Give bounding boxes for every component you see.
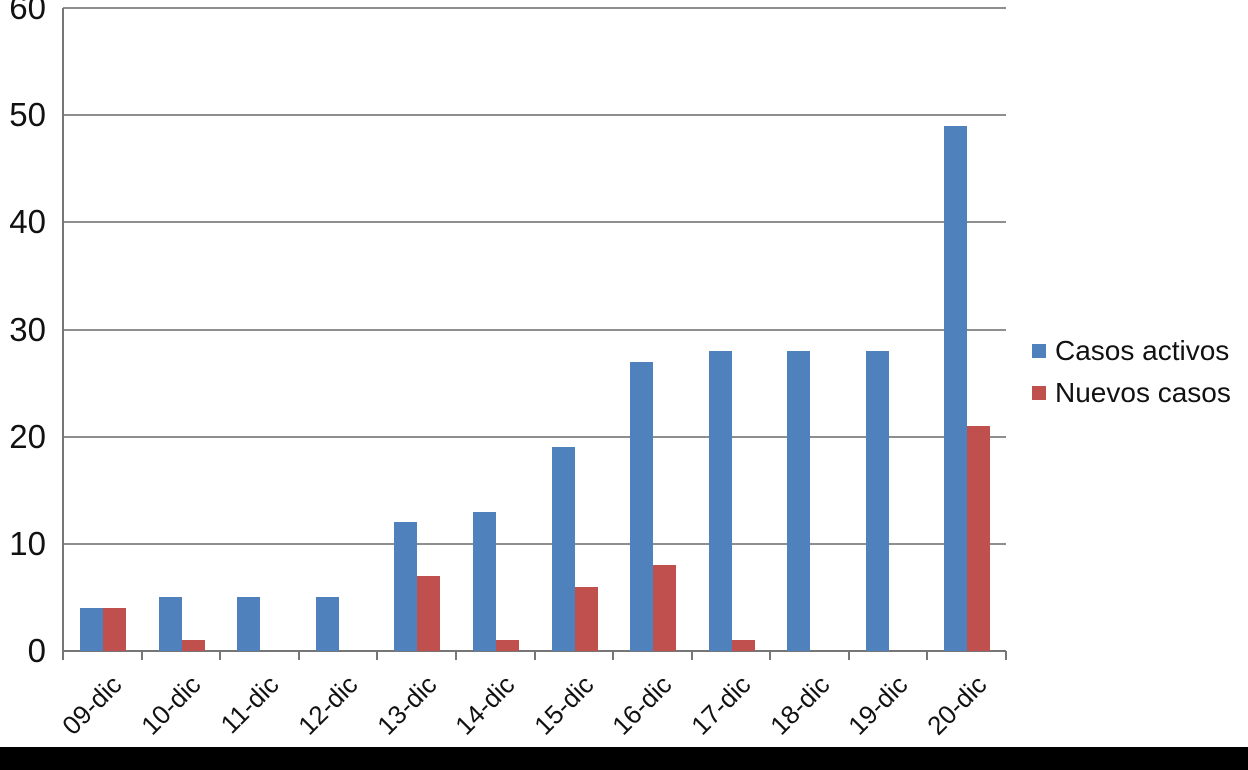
- legend-swatch-icon: [1032, 343, 1046, 358]
- y-axis-tick-label: 40: [9, 203, 46, 241]
- x-axis-tick: [926, 651, 929, 660]
- gridline-y-60: [63, 7, 1006, 9]
- x-axis-tick: [219, 651, 222, 660]
- bar-casos-activos-12-dic: [315, 597, 339, 651]
- bar-casos-activos-18-dic: [787, 350, 811, 651]
- x-axis-tick: [62, 651, 64, 660]
- gridline-y-40: [63, 221, 1006, 224]
- gridline-y-50: [63, 114, 1006, 117]
- bar-nuevos-casos-14-dic: [495, 640, 519, 651]
- bar-casos-activos-16-dic: [630, 361, 654, 651]
- bar-nuevos-casos-13-dic: [417, 575, 441, 651]
- bar-nuevos-casos-09-dic: [103, 608, 126, 651]
- legend-label: Nuevos casos: [1055, 377, 1231, 408]
- bottom-black-bar: [0, 747, 1248, 770]
- x-axis-tick: [140, 651, 143, 660]
- x-axis-tick: [612, 651, 615, 660]
- y-axis-line: [62, 8, 64, 660]
- y-axis-tick-label: 30: [9, 310, 46, 348]
- x-axis-tick: [769, 651, 772, 660]
- legend-item-nuevos-casos: Nuevos casos: [1032, 376, 1231, 409]
- bar-casos-activos-17-dic: [708, 350, 732, 651]
- x-axis-tick: [1005, 651, 1007, 660]
- bar-casos-activos-14-dic: [472, 511, 496, 651]
- gridline-y-10: [63, 542, 1006, 545]
- legend-item-casos-activos: Casos activos: [1032, 334, 1231, 367]
- bar-nuevos-casos-15-dic: [574, 586, 598, 651]
- x-axis-tick: [533, 651, 536, 660]
- bar-casos-activos-11-dic: [237, 597, 261, 651]
- x-axis-tick: [847, 651, 850, 660]
- bar-casos-activos-19-dic: [865, 350, 889, 651]
- bar-casos-activos-15-dic: [551, 447, 575, 651]
- bar-nuevos-casos-10-dic: [181, 640, 205, 651]
- x-axis-tick: [297, 651, 300, 660]
- bar-casos-activos-10-dic: [158, 597, 182, 651]
- y-axis-tick-label: 60: [9, 0, 46, 26]
- bar-casos-activos-13-dic: [394, 522, 418, 651]
- x-axis-tick: [690, 651, 693, 660]
- gridline-y-30: [63, 328, 1006, 331]
- bar-nuevos-casos-20-dic: [967, 425, 991, 651]
- legend-swatch-icon: [1032, 385, 1046, 400]
- legend-label: Casos activos: [1055, 335, 1230, 366]
- bar-nuevos-casos-17-dic: [731, 640, 755, 651]
- y-axis-tick-label: 20: [9, 417, 46, 455]
- x-axis-tick: [376, 651, 379, 660]
- y-axis-tick-label: 10: [9, 524, 46, 562]
- bar-casos-activos-20-dic: [944, 125, 968, 651]
- x-axis-tick: [454, 651, 457, 660]
- y-axis-tick-label: 0: [27, 632, 46, 669]
- legend: Casos activos Nuevos casos: [1032, 334, 1231, 418]
- gridline-y-20: [63, 435, 1006, 438]
- y-axis-tick-label: 50: [9, 96, 46, 134]
- bar-casos-activos-09-dic: [80, 608, 103, 651]
- bar-nuevos-casos-16-dic: [653, 565, 677, 651]
